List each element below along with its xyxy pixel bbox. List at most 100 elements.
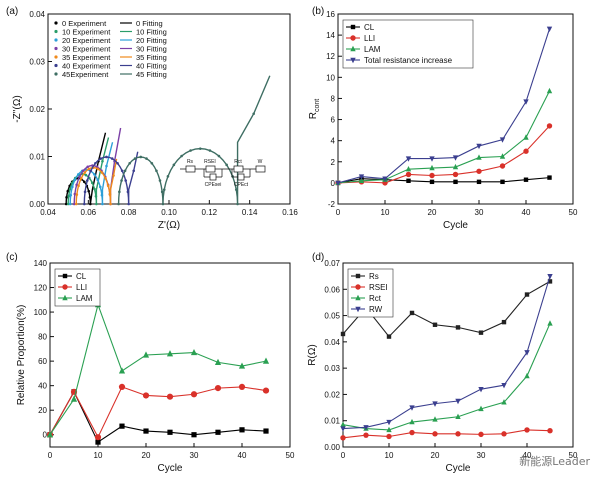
data-point-lli bbox=[429, 172, 435, 179]
data-point-rsei bbox=[409, 429, 415, 436]
data-point-lam bbox=[476, 154, 482, 160]
legend-label: CL bbox=[364, 23, 375, 32]
legend-label: 30 Fitting bbox=[136, 45, 167, 54]
legend-marker bbox=[355, 306, 361, 313]
data-point-cl bbox=[167, 429, 173, 435]
data-point-lam bbox=[358, 177, 365, 183]
y-axis-label: Relative Proportion(%) bbox=[16, 305, 27, 406]
experiment-point bbox=[172, 163, 176, 167]
experiment-point bbox=[128, 161, 131, 165]
experiment-point bbox=[155, 169, 158, 173]
y-tick-label: 100 bbox=[34, 308, 48, 317]
circuit-label: CPEct bbox=[234, 182, 249, 188]
legend-marker bbox=[54, 72, 58, 76]
y-tick-label: 0.04 bbox=[29, 10, 45, 19]
experiment-point bbox=[89, 202, 92, 206]
series-line-rsei bbox=[342, 429, 551, 439]
legend-label: 40 Fitting bbox=[136, 62, 167, 71]
experiment-point bbox=[75, 183, 78, 187]
data-point-rsei bbox=[386, 433, 392, 440]
experiment-point bbox=[150, 161, 154, 165]
x-axis-label: Cycle bbox=[443, 220, 468, 231]
experiment-point bbox=[101, 159, 104, 163]
experiment-point bbox=[110, 157, 114, 160]
y-axis-label: -Z''(Ω) bbox=[12, 95, 23, 122]
legend-marker bbox=[62, 273, 68, 279]
y-tick-label: 0.02 bbox=[29, 105, 45, 114]
legend-label: 20 Experiment bbox=[62, 36, 111, 45]
y-tick-label: 0.00 bbox=[29, 200, 45, 209]
x-tick-label: 0.04 bbox=[40, 208, 56, 217]
data-point-rsei bbox=[501, 431, 507, 437]
legend-box bbox=[342, 19, 474, 69]
experiment-point bbox=[99, 157, 103, 160]
legend-label: Total resistance increase bbox=[364, 56, 453, 65]
y-axis-label: Rcont bbox=[308, 99, 321, 120]
experiment-point bbox=[87, 189, 91, 193]
experiment-point bbox=[64, 202, 68, 206]
data-point-lli bbox=[523, 148, 529, 154]
data-point-rct bbox=[478, 405, 484, 412]
panel-tag: (d) bbox=[312, 252, 324, 263]
series-line-rct bbox=[342, 323, 551, 431]
data-point-lam bbox=[46, 431, 54, 438]
data-point-lam bbox=[499, 153, 506, 159]
panel-d-resistance: 0 10 20 30 40 50 0.00 0.01 0.02 0.03 0.04 0.05 0.06 0… bbox=[307, 252, 578, 474]
data-point-rct bbox=[524, 372, 530, 379]
legend-marker bbox=[355, 273, 361, 279]
experiment-point bbox=[95, 202, 98, 206]
experiment-point bbox=[139, 155, 143, 159]
experiment-point bbox=[68, 202, 72, 206]
data-point-rw bbox=[432, 401, 438, 407]
data-point-lli bbox=[142, 392, 150, 399]
experiment-point bbox=[133, 157, 137, 160]
series-line-cl bbox=[49, 390, 267, 443]
data-point-rs bbox=[547, 279, 553, 284]
legend-marker bbox=[355, 294, 361, 301]
legend-marker bbox=[350, 45, 356, 52]
y-tick-label: 20 bbox=[38, 406, 47, 415]
experiment-point bbox=[83, 190, 87, 194]
x-tick-label: 20 bbox=[142, 451, 151, 460]
experiment-point bbox=[100, 171, 104, 174]
data-point-total-resistance-increase bbox=[523, 99, 529, 105]
experiment-point bbox=[93, 173, 96, 176]
experiment-point bbox=[69, 193, 73, 197]
x-tick-label: 0.06 bbox=[81, 208, 97, 217]
experiment-point bbox=[65, 196, 68, 199]
data-point-rsei bbox=[432, 431, 438, 437]
data-point-rct bbox=[409, 418, 415, 425]
x-tick-label: 30 bbox=[477, 451, 486, 460]
x-tick-label: 50 bbox=[569, 208, 578, 217]
series-line-lam bbox=[49, 302, 267, 436]
experiment-point bbox=[72, 202, 76, 206]
y-tick-label: 120 bbox=[34, 284, 48, 293]
data-point-rct bbox=[432, 416, 438, 422]
x-tick-label: 50 bbox=[286, 451, 295, 460]
x-axis-label: Cycle bbox=[157, 463, 182, 474]
experiment-point bbox=[68, 187, 72, 191]
experiment-point bbox=[158, 179, 162, 182]
data-point-lli bbox=[499, 163, 506, 169]
x-tick-label: 0 bbox=[48, 451, 53, 460]
experiment-point bbox=[83, 171, 87, 174]
data-point-cl bbox=[547, 175, 552, 180]
data-point-lli bbox=[452, 171, 459, 178]
circuit-label: RSEI bbox=[204, 159, 216, 165]
data-point-rw bbox=[386, 419, 392, 426]
data-point-rct bbox=[501, 399, 507, 405]
series-line-total-resistance-increase bbox=[337, 28, 551, 184]
data-point-lli bbox=[214, 385, 222, 392]
experiment-point bbox=[94, 194, 98, 198]
x-tick-label: 0.12 bbox=[202, 208, 218, 217]
experiment-point bbox=[124, 179, 127, 182]
data-point-total-resistance-increase bbox=[476, 143, 482, 150]
legend-label: 0 Fitting bbox=[136, 19, 163, 28]
y-tick-label: 0.01 bbox=[324, 417, 340, 426]
y-tick-label: 0.07 bbox=[324, 259, 340, 268]
x-tick-label: 10 bbox=[385, 451, 394, 460]
panel-tag: (b) bbox=[312, 6, 324, 17]
x-tick-label: 20 bbox=[431, 451, 440, 460]
series-line-cl bbox=[337, 177, 550, 184]
